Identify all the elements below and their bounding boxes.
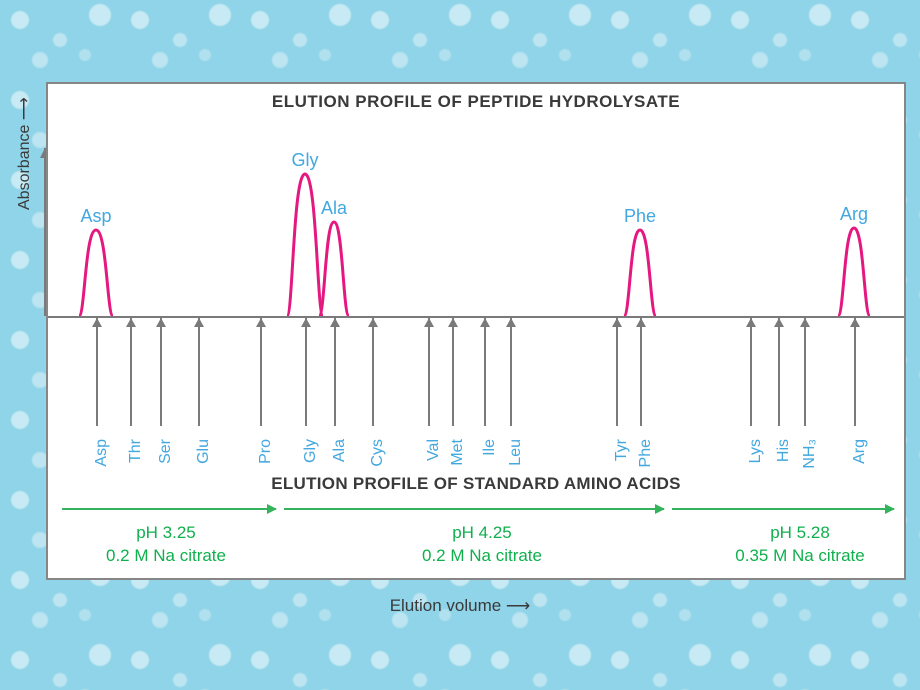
std-label-cys: Cys [369,439,387,467]
std-arrow-his [778,318,780,426]
peak-gly [287,174,323,316]
buffer-conc-0: 0.2 M Na citrate [106,545,226,568]
std-arrow-ile [484,318,486,426]
std-label-asp: Asp [93,439,111,467]
std-label-arg: Arg [851,439,869,464]
std-label-nh₃: NH₃ [801,439,819,469]
buffer-conc-2: 0.35 M Na citrate [735,545,864,568]
buffer-ph-0: pH 3.25 [106,522,226,545]
std-label-met: Met [449,439,467,466]
chart-frame: ELUTION PROFILE OF PEPTIDE HYDROLYSATE A… [46,82,906,580]
std-label-gly: Gly [302,439,320,463]
buffer-arrow-1 [284,508,664,510]
std-arrow-arg [854,318,856,426]
buffer-arrow-0 [62,508,276,510]
std-arrow-thr [130,318,132,426]
peak-label-gly: Gly [292,150,319,171]
chart-title-top: ELUTION PROFILE OF PEPTIDE HYDROLYSATE [48,92,904,112]
buffer-arrow-2 [672,508,894,510]
std-arrow-pro [260,318,262,426]
std-arrow-gly [305,318,307,426]
buffer-ph-1: pH 4.25 [422,522,542,545]
std-arrow-phe [640,318,642,426]
std-arrow-ala [334,318,336,426]
peak-asp [79,230,113,316]
std-arrow-val [428,318,430,426]
plot-area: Asp Gly Ala Phe Arg Asp Thr Ser Glu Pro Gly Ala Cys… [48,118,904,578]
std-label-phe: Phe [637,439,655,467]
std-arrow-ser [160,318,162,426]
peak-phe [624,230,656,316]
std-label-val: Val [425,439,443,461]
std-arrow-lys [750,318,752,426]
buffer-text-0: pH 3.250.2 M Na citrate [106,522,226,568]
peak-label-arg: Arg [840,204,868,225]
std-arrow-nh₃ [804,318,806,426]
std-label-glu: Glu [195,439,213,464]
peak-label-phe: Phe [624,206,656,227]
std-label-lys: Lys [747,439,765,463]
std-arrow-cys [372,318,374,426]
std-arrow-glu [198,318,200,426]
std-arrow-leu [510,318,512,426]
buffer-text-1: pH 4.250.2 M Na citrate [422,522,542,568]
peak-ala [319,222,349,316]
std-label-pro: Pro [257,439,275,464]
chart-title-bottom: ELUTION PROFILE OF STANDARD AMINO ACIDS [48,474,904,494]
std-label-ser: Ser [157,439,175,464]
std-label-his: His [775,439,793,462]
std-label-ala: Ala [331,439,349,462]
peak-label-ala: Ala [321,198,347,219]
std-label-thr: Thr [127,439,145,463]
y-axis-label: Absorbance ⟶ [14,97,34,210]
std-arrow-met [452,318,454,426]
std-label-leu: Leu [507,439,525,466]
peak-label-asp: Asp [80,206,111,227]
buffer-ph-2: pH 5.28 [735,522,864,545]
peaks-svg [48,118,904,318]
x-axis-label: Elution volume ⟶ [0,596,920,616]
std-label-tyr: Tyr [613,439,631,461]
peak-arg [838,228,870,316]
buffer-text-2: pH 5.280.35 M Na citrate [735,522,864,568]
std-label-ile: Ile [481,439,499,456]
std-arrow-tyr [616,318,618,426]
std-arrow-asp [96,318,98,426]
buffer-conc-1: 0.2 M Na citrate [422,545,542,568]
